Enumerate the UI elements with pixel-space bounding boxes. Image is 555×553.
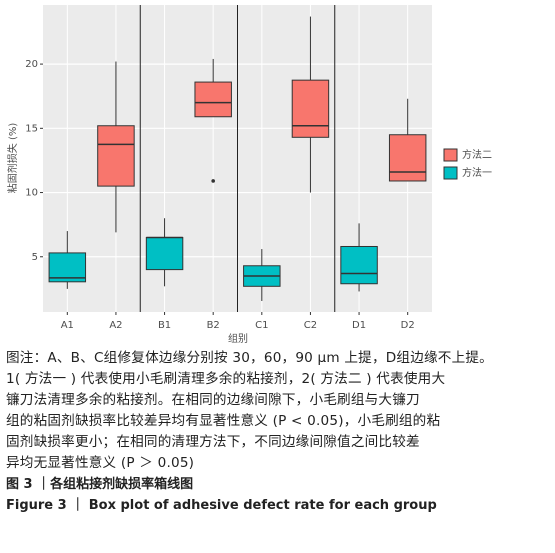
caption: 图注：A、B、C组修复体边缘分别按 30，60，90 μm 上提，D组边缘不上提…	[6, 348, 551, 516]
caption-line: 图注：A、B、C组修复体边缘分别按 30，60，90 μm 上提，D组边缘不上提…	[6, 350, 493, 366]
x-tick-label: A2	[109, 320, 122, 331]
x-tick-label: B1	[158, 320, 171, 331]
y-tick-label: 20	[25, 59, 38, 70]
caption-line: 镰刀法清理多余的粘接剂。在相同的边缘间隙下，小毛刷组与大镰刀	[6, 392, 420, 408]
legend-label: 方法二	[462, 148, 492, 161]
outlier	[211, 179, 215, 183]
x-tick-label: D2	[401, 320, 415, 331]
x-tick-label: C2	[304, 320, 317, 331]
chart: 粘固剂损失 (%) 组别 5 10 15 20 A1 A2 B1 B2 C1 C2 D1 D2 方法二方…	[6, 5, 492, 345]
box	[145, 236, 184, 271]
caption-line: 固剂缺损率更小；在相同的清理方法下，不同边缘间隙值之间比较差	[6, 434, 420, 450]
x-tick-label: A1	[61, 320, 74, 331]
y-tick-label: 10	[25, 188, 38, 199]
x-axis-title: 组别	[228, 332, 248, 345]
box	[291, 79, 330, 138]
figure-title-en: Figure 3 ｜ Box plot of adhesive defect r…	[6, 498, 437, 513]
caption-line: 组的粘固剂缺损率比较差异均有显著性意义 (P < 0.05)，小毛刷组的粘	[6, 413, 441, 429]
x-tick-label: C1	[255, 320, 268, 331]
y-axis-title: 粘固剂损失 (%)	[6, 123, 19, 194]
box	[388, 134, 427, 182]
box	[97, 125, 135, 187]
y-tick-label: 5	[32, 252, 38, 263]
caption-line: 1( 方法一 ) 代表使用小毛刷清理多余的粘接剂，2( 方法二 ) 代表使用大	[6, 371, 446, 387]
x-tick-label: B2	[207, 320, 220, 331]
box	[48, 252, 87, 283]
figure-title: 图 3 ｜各组粘接剂缺损率箱线图	[6, 477, 194, 492]
x-tick-label: D1	[352, 320, 366, 331]
legend-key	[443, 148, 458, 162]
box	[194, 81, 232, 118]
legend-label: 方法一	[462, 166, 492, 179]
box	[340, 245, 378, 285]
legend-key	[443, 166, 458, 180]
y-tick-label: 15	[25, 123, 38, 134]
caption-line: 异均无显著性意义 (P ＞ 0.05)	[6, 455, 195, 471]
